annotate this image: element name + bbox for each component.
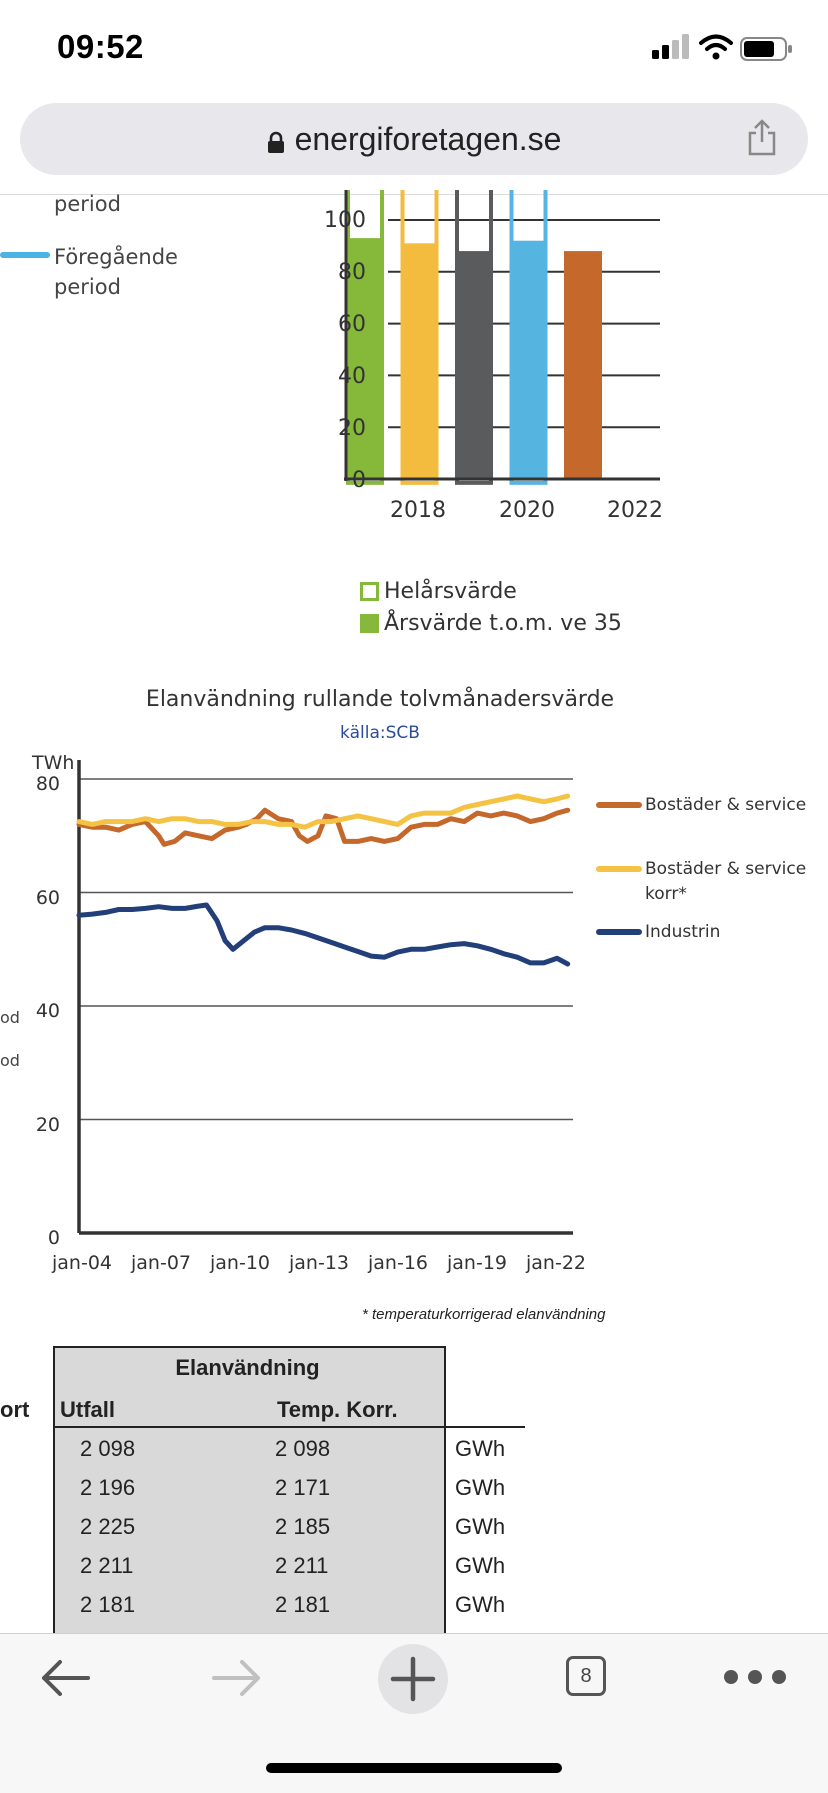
line-x-tick: jan-10 (210, 1252, 270, 1274)
table-cell-unit: GWh (455, 1592, 506, 1617)
line-x-tick: jan-22 (526, 1252, 586, 1274)
bar-y-tick: 20 (338, 416, 366, 441)
table-group-header: Elanvändning (175, 1355, 320, 1380)
table-cell-utfall: 2 098 (80, 1436, 136, 1461)
line-legend-bostader: Bostäder & service (645, 795, 807, 815)
home-indicator (266, 1763, 562, 1773)
line-y-tick: 20 (35, 1114, 60, 1136)
battery-icon (740, 37, 792, 61)
table-cell-utfall: 2 225 (80, 1514, 136, 1539)
bar-y-tick: 40 (338, 364, 366, 389)
new-tab-plus-icon[interactable] (377, 1643, 449, 1715)
address-bar-url-wrap: energiforetagen.se (0, 121, 828, 158)
bar-ytd (509, 240, 548, 479)
line-legend-industri: Industrin (645, 922, 721, 942)
bar-x-tick: 2020 (499, 498, 555, 523)
table-cell-unit: GWh (455, 1553, 506, 1578)
more-menu-icon[interactable] (722, 1668, 788, 1686)
bar-chart (344, 190, 660, 485)
table-cell-temp: 2 098 (275, 1436, 331, 1461)
legend-line-bostader (596, 802, 642, 808)
line-chart-title: Elanvändning rullande tolvmånadersvärde (145, 687, 615, 712)
table-cell-temp: 2 185 (275, 1514, 331, 1539)
wifi-icon (699, 34, 733, 60)
table-shaded-area (53, 1346, 446, 1638)
line-y-tick: 40 (35, 1000, 60, 1022)
line-x-tick: jan-19 (447, 1252, 507, 1274)
status-time: 09:52 (57, 28, 144, 65)
cut-legend-text: od (0, 1051, 20, 1070)
legend-prev-label-1: Föregående (54, 245, 178, 269)
line-x-tick: jan-13 (289, 1252, 349, 1274)
line-y-tick: 60 (35, 887, 60, 909)
tabs-button[interactable]: 8 (566, 1656, 606, 1696)
table-cell-temp: 2 171 (275, 1475, 331, 1500)
series-line-korr (76, 793, 571, 830)
url-text[interactable]: energiforetagen.se (294, 121, 562, 157)
table-cell-temp: 2 211 (275, 1553, 329, 1578)
bar-y-tick: 100 (324, 208, 366, 233)
bar-ytd (564, 251, 602, 479)
address-bar[interactable] (20, 103, 808, 175)
table-cell-utfall: 2 196 (80, 1475, 136, 1500)
line-y-unit: TWh (32, 752, 75, 774)
table-header-rule (53, 1426, 525, 1428)
legend-open-square (360, 582, 379, 601)
line-x-tick: jan-04 (52, 1252, 112, 1274)
bar-y-tick: 80 (338, 260, 366, 285)
back-arrow-icon[interactable] (38, 1656, 92, 1700)
table-cell-temp: 2 181 (275, 1592, 331, 1617)
line-y-tick: 0 (47, 1227, 60, 1249)
line-x-tick: jan-16 (368, 1252, 428, 1274)
table-partial-header: ort (0, 1397, 30, 1422)
cut-legend-text: od (0, 1008, 20, 1027)
table-col-temp: Temp. Korr. (277, 1397, 398, 1422)
line-x-tick: jan-07 (131, 1252, 191, 1274)
legend-prev-label-2: period (54, 275, 121, 299)
bar-x-tick: 2022 (607, 498, 663, 523)
bar-ytd (455, 251, 493, 479)
tabs-count: 8 (580, 1665, 592, 1687)
forward-arrow-icon[interactable] (210, 1656, 264, 1700)
table-cell-unit: GWh (455, 1475, 506, 1500)
bar-ytd (346, 238, 384, 479)
table-cell-utfall: 2 181 (80, 1592, 136, 1617)
line-chart-source: källa:SCB (340, 723, 420, 743)
bar-ytd (400, 243, 439, 479)
bar-x-tick: 2018 (390, 498, 446, 523)
legend-prev-line (0, 252, 50, 258)
footnote: * temperaturkorrigerad elanvändning (362, 1306, 606, 1323)
line-legend-korr-2: korr* (645, 884, 687, 904)
series-line-industri (76, 902, 571, 967)
bar-y-tick: 60 (338, 312, 366, 337)
legend-cut-text: period (54, 192, 121, 216)
bar-legend-full-year: Helårsvärde (384, 579, 517, 604)
legend-line-industri (596, 929, 642, 935)
table-cell-unit: GWh (455, 1436, 506, 1461)
lock-icon (267, 131, 284, 153)
line-legend-korr-1: Bostäder & service (645, 859, 807, 879)
table-cell-unit: GWh (455, 1514, 506, 1539)
bar-legend-ytd: Årsvärde t.o.m. ve 35 (384, 611, 622, 636)
series-line-bostader (76, 807, 571, 847)
table-col-utfall: Utfall (60, 1397, 115, 1422)
bar-y-tick: 0 (352, 468, 366, 493)
legend-filled-square (360, 614, 379, 633)
legend-line-korr (596, 866, 642, 872)
toolbar-divider (0, 194, 828, 195)
table-cell-utfall: 2 211 (80, 1553, 134, 1578)
share-icon[interactable] (744, 118, 780, 156)
line-chart (76, 760, 573, 1235)
cellular-signal-icon (652, 34, 689, 59)
line-y-tick: 80 (35, 773, 60, 795)
